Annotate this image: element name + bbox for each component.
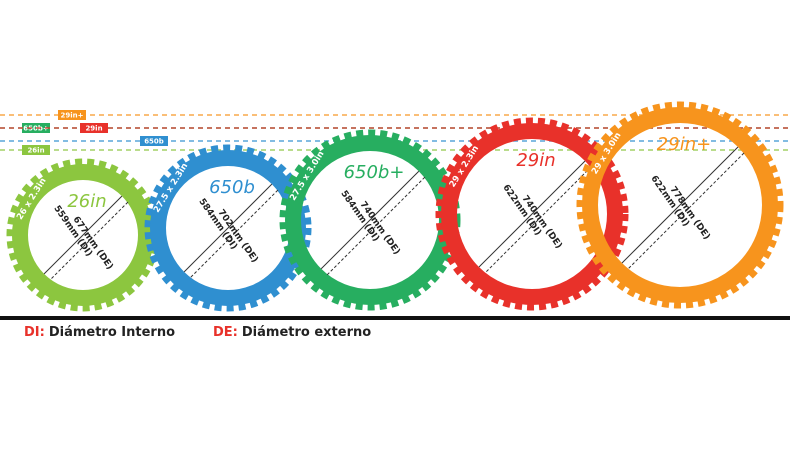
guide-tag <box>140 136 168 146</box>
diameter-line <box>621 146 739 264</box>
tire-tread <box>435 117 629 311</box>
wheel-name: 29in+ <box>657 134 711 155</box>
diameter-line <box>484 166 592 274</box>
guide-label: 26in <box>27 147 44 155</box>
legend-entry: DI: Diámetro Interno <box>24 325 175 340</box>
guide-tag <box>58 110 86 120</box>
legend-key: DE: <box>213 325 238 340</box>
diameter-line <box>320 170 420 270</box>
diameter-line <box>627 152 745 270</box>
legend-text: Diámetro externo <box>242 325 371 340</box>
tire-band <box>441 123 623 305</box>
guide-tag <box>80 123 108 133</box>
diameter-line <box>183 183 273 273</box>
guide-label: 29in <box>85 125 102 133</box>
tire-tread <box>144 144 312 312</box>
diameter-line <box>49 201 129 281</box>
guide-label: 650b <box>144 138 164 146</box>
legend-text: Diámetro Interno <box>49 325 175 340</box>
diameter-line <box>326 176 426 276</box>
tire-tread <box>576 101 784 309</box>
tire-band <box>582 107 778 303</box>
wheel-name: 29in <box>516 150 555 171</box>
legend-key: DI: <box>24 325 45 340</box>
wheel-name: 26in <box>67 191 106 212</box>
guide-label: 29in+ <box>61 112 84 120</box>
guide-tag <box>22 145 50 155</box>
wheel-name: 650b <box>209 177 255 198</box>
diameter-line <box>189 189 279 279</box>
diameter-line <box>43 195 123 275</box>
legend-entry: DE: Diámetro externo <box>213 325 371 340</box>
diameter-line <box>478 160 586 268</box>
wheel-name: 650b+ <box>344 162 405 183</box>
